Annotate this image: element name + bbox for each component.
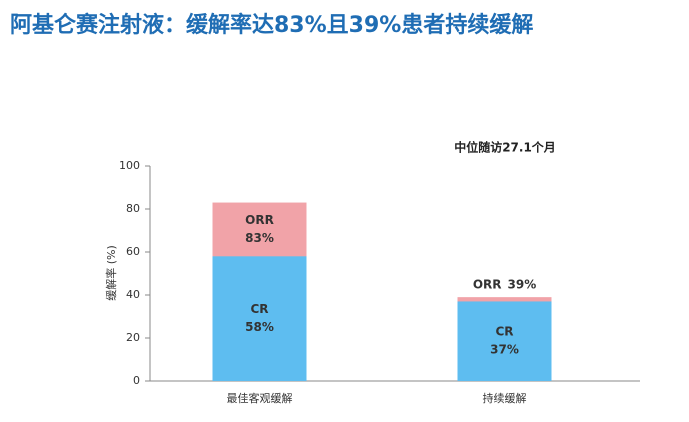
series-label: CR — [495, 325, 513, 339]
series-label: CR — [250, 302, 268, 316]
bar — [212, 256, 307, 381]
y-tick-label: 80 — [126, 202, 140, 215]
series-label: ORR — [245, 213, 274, 227]
y-tick-label: 60 — [126, 245, 140, 258]
y-tick-label: 100 — [119, 159, 140, 172]
value-label: 39% — [508, 278, 537, 292]
y-tick-label: 0 — [133, 374, 140, 387]
x-tick-label: 持续缓解 — [483, 391, 527, 405]
chart-title: 阿基仑赛注射液：缓解率达83%且39%患者持续缓解 — [10, 12, 533, 38]
y-tick-label: 40 — [126, 288, 140, 301]
x-tick-label: 最佳客观缓解 — [227, 391, 293, 405]
y-axis-label: 缓解率 (%) — [104, 245, 118, 301]
annotation: 中位随访27.1个月 — [454, 140, 556, 155]
y-tick-label: 20 — [126, 331, 140, 344]
value-label: 58% — [245, 320, 274, 334]
bar — [457, 301, 552, 381]
value-label: 83% — [245, 231, 274, 245]
series-label: ORR — [473, 278, 502, 292]
value-label: 37% — [490, 343, 519, 357]
